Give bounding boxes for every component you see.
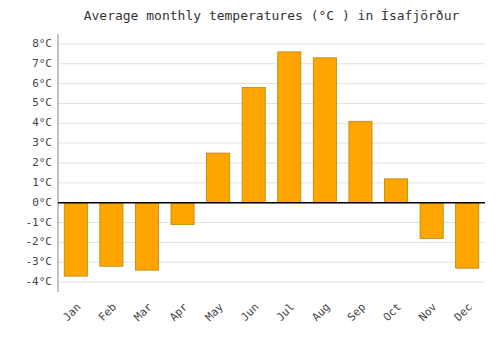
y-tick-label: -4°C <box>26 275 53 288</box>
x-tick-label: Apr <box>167 300 191 324</box>
bar <box>135 203 158 270</box>
x-tick-label: Jan <box>60 301 83 324</box>
bar <box>242 88 265 203</box>
chart-container: -4°C -3°C -2°C -1°C 0°C 1°C 2°C 3°C 4°C 5°C 6°C 7°C… <box>0 0 500 350</box>
x-tick-label: Nov <box>416 300 440 324</box>
grid-line <box>58 123 485 124</box>
grid-line <box>58 143 485 144</box>
grid-line <box>58 63 485 64</box>
x-tick-label: Jul <box>274 301 297 324</box>
y-tick-label: 6°C <box>32 77 52 90</box>
bar <box>384 179 407 203</box>
grid-line <box>58 43 485 44</box>
bar <box>349 121 372 202</box>
grid-line <box>58 163 485 164</box>
x-tick-label: Sep <box>345 301 368 324</box>
grid <box>58 44 485 282</box>
bar <box>64 203 87 276</box>
y-tick-label: 8°C <box>32 37 52 50</box>
y-tick-label: 2°C <box>32 156 52 169</box>
y-tick-label: 5°C <box>32 96 52 109</box>
x-tick-label: Jun <box>238 301 261 324</box>
x-axis: Jan Feb Mar Apr May Jun Jul Aug Sep Oct Nov Dec <box>60 300 475 324</box>
y-axis: -4°C -3°C -2°C -1°C 0°C 1°C 2°C 3°C 4°C 5°C 6°C 7°C… <box>26 34 59 292</box>
bar <box>207 153 230 203</box>
bar <box>100 203 123 267</box>
bar <box>420 203 443 239</box>
y-tick-label: 4°C <box>32 116 52 129</box>
y-tick-label: 7°C <box>32 57 52 70</box>
y-tick-label: 3°C <box>32 136 52 149</box>
x-tick-label: Oct <box>381 301 404 324</box>
x-tick-label: Mar <box>131 300 155 324</box>
chart: -4°C -3°C -2°C -1°C 0°C 1°C 2°C 3°C 4°C 5°C 6°C 7°C… <box>0 0 500 350</box>
grid-line <box>58 83 485 84</box>
y-axis-line <box>58 34 59 292</box>
y-tick-label: 1°C <box>32 176 52 189</box>
title: Average monthly temperatures (°C ) in Ís… <box>84 8 460 23</box>
grid-line <box>58 282 485 283</box>
y-tick-label: -3°C <box>26 255 53 268</box>
y-tick-label: -1°C <box>26 216 53 229</box>
x-tick-label: Feb <box>96 301 119 324</box>
grid-line <box>58 103 485 104</box>
grid-line <box>58 202 485 203</box>
bar <box>278 52 301 203</box>
bar <box>171 203 194 225</box>
zero-line <box>58 202 485 204</box>
x-tick-label: Dec <box>452 301 475 324</box>
x-tick-label: May <box>203 300 227 324</box>
bars <box>64 52 479 276</box>
grid-line <box>58 182 485 183</box>
y-tick-label: 0°C <box>32 196 52 209</box>
bar <box>313 58 336 203</box>
x-tick-label: Aug <box>309 301 332 324</box>
y-tick-label: -2°C <box>26 235 53 248</box>
bar <box>456 203 479 268</box>
